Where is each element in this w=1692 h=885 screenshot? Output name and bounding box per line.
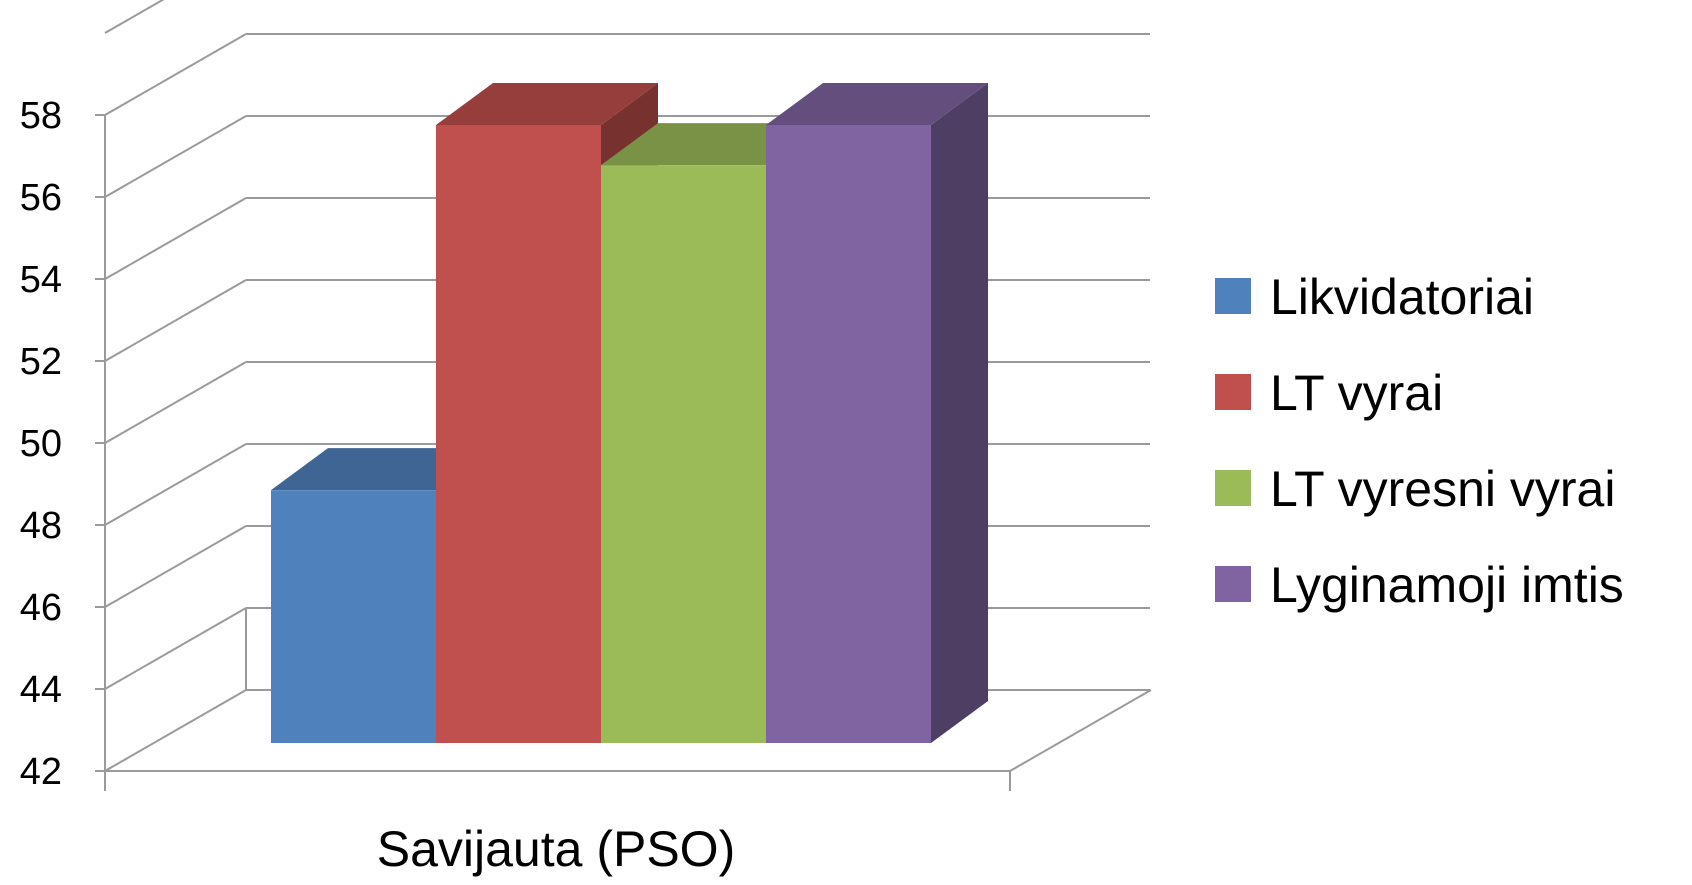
x-axis: Savijauta (PSO) bbox=[377, 821, 735, 877]
y-tick-label: 42 bbox=[20, 751, 62, 793]
bar-front-face bbox=[436, 125, 601, 743]
y-tick-label: 46 bbox=[20, 587, 62, 629]
bar-front-face bbox=[271, 490, 436, 743]
y-tick-label: 54 bbox=[20, 259, 62, 301]
legend-swatch bbox=[1215, 470, 1251, 506]
side-wall-gridline bbox=[104, 33, 247, 116]
legend-label: Likvidatoriai bbox=[1270, 269, 1534, 325]
bar-front-face bbox=[766, 125, 931, 743]
side-wall-gridline bbox=[104, 361, 247, 444]
side-wall-gridline bbox=[104, 197, 247, 280]
y-tick-label: 58 bbox=[20, 95, 62, 137]
side-wall-gridline bbox=[104, 689, 247, 772]
y-tick-label: 52 bbox=[20, 341, 62, 383]
side-wall-gridline bbox=[104, 279, 247, 362]
bar-top-face bbox=[766, 83, 988, 125]
side-wall-gridline bbox=[104, 115, 247, 198]
bar-3 bbox=[766, 83, 988, 743]
y-tick-label: 56 bbox=[20, 177, 62, 219]
side-wall-gridline bbox=[104, 0, 165, 34]
bar-top-face bbox=[436, 83, 658, 125]
side-wall-gridline bbox=[104, 443, 247, 526]
side-wall-gridline bbox=[104, 607, 247, 690]
legend-swatch bbox=[1215, 566, 1251, 602]
legend-label: LT vyresni vyrai bbox=[1270, 461, 1615, 517]
bar-side-face bbox=[931, 83, 988, 743]
legend: Likvidatoriai LT vyrai LT vyresni vyrai Lyg… bbox=[1215, 269, 1624, 613]
legend-label: LT vyrai bbox=[1270, 365, 1443, 421]
y-tick-label: 48 bbox=[20, 505, 62, 547]
legend-swatch bbox=[1215, 278, 1251, 314]
bar-front-face bbox=[601, 165, 766, 743]
y-tick-label: 44 bbox=[20, 669, 62, 711]
bars-group bbox=[271, 83, 988, 743]
y-tick-label: 50 bbox=[20, 423, 62, 465]
legend-swatch bbox=[1215, 374, 1251, 410]
x-category-label: Savijauta (PSO) bbox=[377, 821, 735, 877]
side-wall-gridline bbox=[104, 525, 247, 608]
legend-label: Lyginamoji imtis bbox=[1270, 557, 1624, 613]
floor-right-edge bbox=[1009, 689, 1152, 772]
y-axis-ticks: 42 44 46 48 50 52 54 56 58 bbox=[20, 95, 62, 793]
